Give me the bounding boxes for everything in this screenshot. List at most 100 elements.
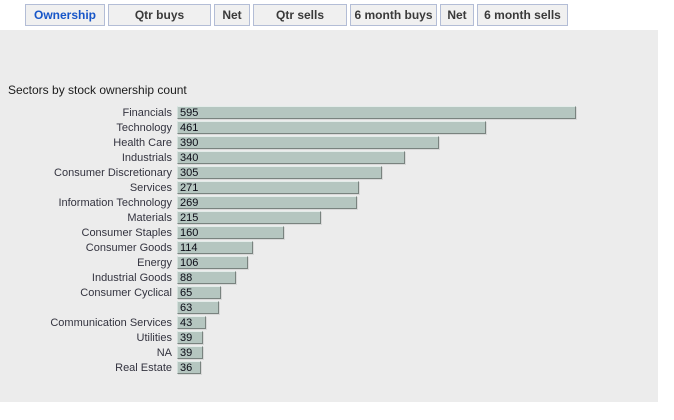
- bar: 390: [177, 136, 439, 149]
- bar: 271: [177, 181, 359, 194]
- bar-row: 63: [0, 300, 658, 315]
- bar-track: 215: [177, 211, 658, 224]
- chart-title: Sectors by stock ownership count: [8, 83, 187, 97]
- category-label: Materials: [127, 211, 172, 224]
- bar-row: Consumer Staples 160: [0, 225, 658, 240]
- bar-value: 461: [180, 122, 199, 134]
- bar-track: 269: [177, 196, 658, 209]
- bar-track: 39: [177, 346, 658, 359]
- bar: 461: [177, 121, 486, 134]
- tab-qtr-buys[interactable]: Qtr buys: [108, 4, 211, 26]
- bar-value: 160: [180, 227, 199, 239]
- bar-track: 461: [177, 121, 658, 134]
- bar-row: Consumer Goods 114: [0, 240, 658, 255]
- bar-row: Technology 461: [0, 120, 658, 135]
- category-label: Communication Services: [50, 316, 172, 329]
- category-label: Financials: [122, 106, 172, 119]
- category-label: Health Care: [113, 136, 172, 149]
- tab-6-month-sells[interactable]: 6 month sells: [477, 4, 568, 26]
- bar-value: 340: [180, 152, 199, 164]
- chart-panel: Sectors by stock ownership count Financi…: [0, 30, 658, 402]
- tab-strip: Ownership Qtr buys Net Qtr sells 6 month buy…: [25, 4, 568, 26]
- bar: 305: [177, 166, 382, 179]
- bar-track: 595: [177, 106, 658, 119]
- bar-track: 65: [177, 286, 658, 299]
- tab-qtr-sells[interactable]: Qtr sells: [253, 4, 347, 26]
- bar-row: Health Care 390: [0, 135, 658, 150]
- bar-value: 114: [180, 242, 198, 254]
- category-label: Utilities: [136, 331, 172, 344]
- bar-track: 36: [177, 361, 658, 374]
- bar-row: Financials 595: [0, 105, 658, 120]
- bar: 65: [177, 286, 221, 299]
- bar-track: 106: [177, 256, 658, 269]
- bar-row: Energy 106: [0, 255, 658, 270]
- bar: 39: [177, 346, 203, 359]
- bar: 160: [177, 226, 284, 239]
- bar-row: NA 39: [0, 345, 658, 360]
- bar-row: Materials 215: [0, 210, 658, 225]
- bar-row: Information Technology 269: [0, 195, 658, 210]
- bar-value: 215: [180, 212, 199, 224]
- category-label: Consumer Goods: [85, 241, 172, 254]
- bar-value: 63: [180, 302, 193, 314]
- bar-row: Industrials 340: [0, 150, 658, 165]
- bar: 340: [177, 151, 405, 164]
- category-label: Consumer Discretionary: [54, 166, 172, 179]
- bar-row: Consumer Discretionary 305: [0, 165, 658, 180]
- bar-track: 39: [177, 331, 658, 344]
- bar: 114: [177, 241, 253, 254]
- bar-track: 340: [177, 151, 658, 164]
- bar-value: 39: [180, 332, 193, 344]
- bar-track: 43: [177, 316, 658, 329]
- bar-track: 160: [177, 226, 658, 239]
- bar-value: 390: [180, 137, 199, 149]
- bar-chart: Financials 595 Technology 461 Health Care 390…: [0, 105, 658, 375]
- bar-value: 39: [180, 347, 193, 359]
- bar: 39: [177, 331, 203, 344]
- bar-value: 305: [180, 167, 199, 179]
- bar-value: 65: [180, 287, 193, 299]
- category-label: Technology: [116, 121, 172, 134]
- bar-track: 305: [177, 166, 658, 179]
- bar-track: 114: [177, 241, 658, 254]
- tab-net-2[interactable]: Net: [440, 4, 474, 26]
- bar-track: 390: [177, 136, 658, 149]
- bar-value: 106: [180, 257, 199, 269]
- category-label: Information Technology: [58, 196, 172, 209]
- bar-value: 595: [180, 107, 199, 119]
- bar-row: Industrial Goods 88: [0, 270, 658, 285]
- category-label: Energy: [137, 256, 172, 269]
- bar-track: 88: [177, 271, 658, 284]
- category-label: Services: [129, 181, 172, 194]
- bar-row: Utilities 39: [0, 330, 658, 345]
- tab-ownership[interactable]: Ownership: [25, 4, 105, 26]
- category-label: Consumer Cyclical: [80, 286, 172, 299]
- bar-row: Services 271: [0, 180, 658, 195]
- bar-row: Communication Services 43: [0, 315, 658, 330]
- bar-row: Real Estate 36: [0, 360, 658, 375]
- bar: 269: [177, 196, 357, 209]
- bar-track: 271: [177, 181, 658, 194]
- bar-value: 36: [180, 362, 193, 374]
- bar: 63: [177, 301, 219, 314]
- bar: 595: [177, 106, 576, 119]
- bar-row: Consumer Cyclical 65: [0, 285, 658, 300]
- bar-value: 271: [180, 182, 199, 194]
- category-label: Industrials: [121, 151, 172, 164]
- bar-value: 43: [180, 317, 193, 329]
- bar-value: 269: [180, 197, 199, 209]
- category-label: NA: [156, 346, 172, 359]
- category-label: Consumer Staples: [81, 226, 173, 239]
- tab-6-month-buys[interactable]: 6 month buys: [350, 4, 437, 26]
- bar: 36: [177, 361, 201, 374]
- bar: 106: [177, 256, 248, 269]
- bar-track: 63: [177, 301, 658, 314]
- bar: 215: [177, 211, 321, 224]
- bar-value: 88: [180, 272, 193, 284]
- category-label: Real Estate: [115, 361, 172, 374]
- bar: 43: [177, 316, 206, 329]
- category-label: Industrial Goods: [91, 271, 172, 284]
- tab-net[interactable]: Net: [214, 4, 250, 26]
- bar: 88: [177, 271, 236, 284]
